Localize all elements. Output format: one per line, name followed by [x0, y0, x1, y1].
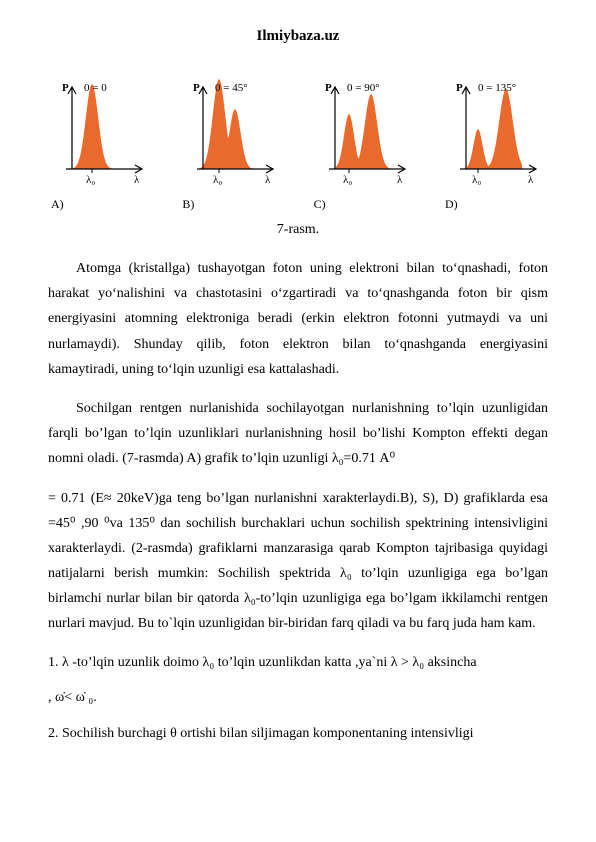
figure-7: P 0 = 0 λ₀ λ A) P 0 = 45° λ₀ λ B) P 0 = … [48, 73, 548, 212]
list-item-1: 1. λ -to’lqin uzunlik doimo λ₀ to’lqin u… [48, 651, 548, 675]
panel-label: B) [176, 197, 288, 212]
y-axis-label: P [456, 82, 463, 94]
paragraph-3: = 0.71 (E≈ 20keV)ga teng bo’lgan nurlani… [48, 486, 548, 637]
spectrum-area [68, 84, 128, 169]
panel-label: C) [308, 197, 420, 212]
x-axis-label: λ [397, 174, 403, 186]
chart-panel-a: P 0 = 0 λ₀ λ A) [48, 73, 154, 212]
theta-label: 0 = 135° [478, 82, 516, 94]
x-axis-label: λ [134, 174, 140, 186]
chart-panel-b: P 0 = 45° λ₀ λ B) [179, 73, 285, 212]
chart-svg: P 0 = 45° λ₀ λ [179, 73, 285, 193]
spectrum-area [462, 89, 522, 169]
lambda0-label: λ₀ [472, 174, 481, 186]
chart-panel-d: P 0 = 135° λ₀ λ D) [442, 73, 548, 212]
chart-svg: P 0 = 0 λ₀ λ [48, 73, 154, 193]
chart-panel-c: P 0 = 90° λ₀ λ C) [311, 73, 417, 212]
site-title: Ilmiybaza.uz [48, 28, 548, 45]
list-item-1b: , ω̇< ω̇ ₀. [48, 686, 548, 710]
figure-caption: 7-rasm. [48, 222, 548, 238]
theta-label: 0 = 0 [84, 82, 107, 94]
lambda0-label: λ₀ [86, 174, 95, 186]
lambda0-label: λ₀ [343, 174, 352, 186]
page: Ilmiybaza.uz P 0 = 0 λ₀ λ A) P 0 = 45° λ… [0, 0, 596, 842]
x-axis-label: λ [265, 174, 271, 186]
panel-label: D) [439, 197, 551, 212]
paragraph-2: Sochilgan rentgen nurlanishida sochilayo… [48, 396, 548, 472]
theta-label: 0 = 90° [347, 82, 380, 94]
chart-svg: P 0 = 90° λ₀ λ [311, 73, 417, 193]
paragraph-1: Atomga (kristallga) tushayotgan foton un… [48, 256, 548, 382]
x-axis-label: λ [528, 174, 534, 186]
list-item-2: 2. Sochilish burchagi θ ortishi bilan si… [48, 722, 548, 746]
y-axis-label: P [62, 82, 69, 94]
lambda0-label: λ₀ [213, 174, 222, 186]
y-axis-label: P [325, 82, 332, 94]
chart-svg: P 0 = 135° λ₀ λ [442, 73, 548, 193]
spectrum-area [331, 94, 391, 169]
theta-label: 0 = 45° [215, 82, 248, 94]
panel-label: A) [45, 197, 157, 212]
y-axis-label: P [193, 82, 200, 94]
